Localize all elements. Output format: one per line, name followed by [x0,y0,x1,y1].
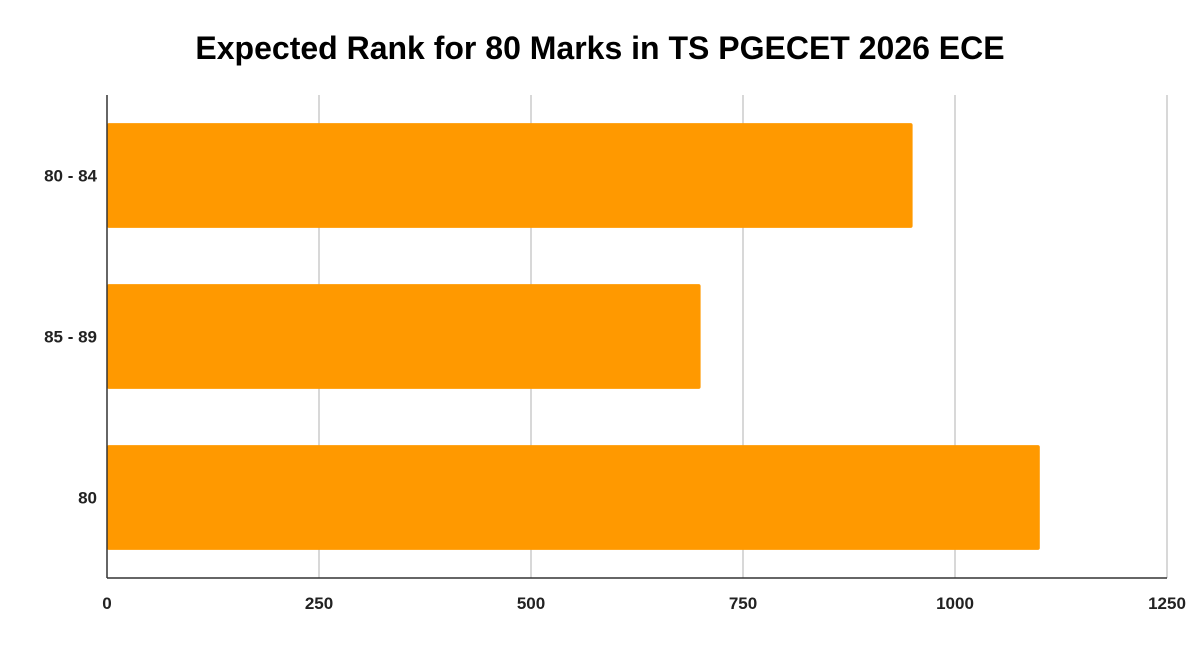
bar-0 [107,123,913,228]
y-tick-label-2: 80 [78,489,97,508]
y-tick-label-1: 85 - 89 [44,328,97,347]
x-tick-label-3: 750 [729,594,757,613]
bar-1 [107,284,701,389]
chart-title: Expected Rank for 80 Marks in TS PGECET … [195,30,1005,66]
x-tick-label-4: 1000 [936,594,974,613]
bar-2 [107,445,1040,550]
x-tick-label-0: 0 [102,594,111,613]
x-tick-label-2: 500 [517,594,545,613]
x-tick-label-5: 1250 [1148,594,1186,613]
x-tick-label-1: 250 [305,594,333,613]
y-tick-label-0: 80 - 84 [44,167,97,186]
